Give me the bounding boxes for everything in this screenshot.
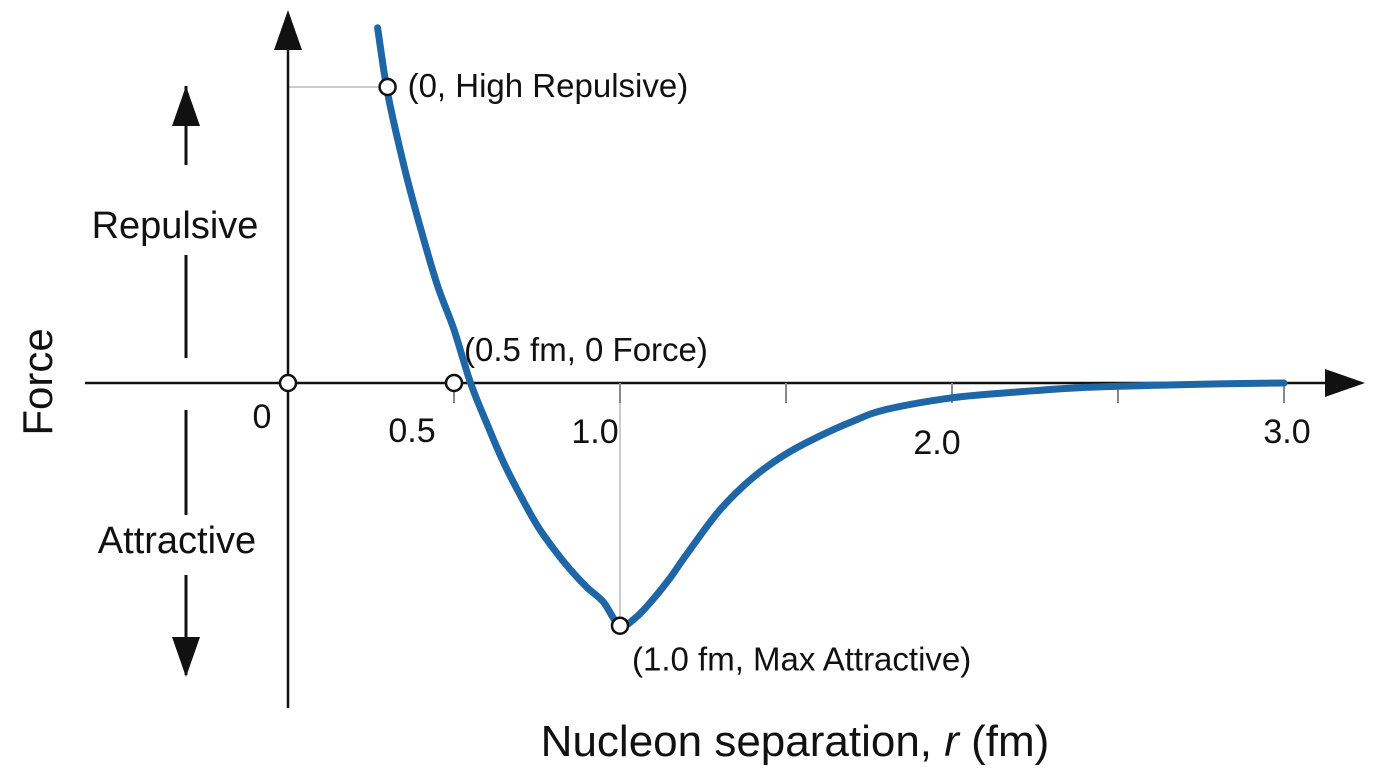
y-axis-label: Force xyxy=(14,328,61,435)
x-tick-label: 3.0 xyxy=(1263,413,1310,451)
attractive-arrowhead-icon xyxy=(172,637,200,677)
point-annotation: (1.0 fm, Max Attractive) xyxy=(632,641,971,678)
repulsive-arrowhead-icon xyxy=(172,86,200,126)
force-curve xyxy=(374,24,1288,630)
x-tick-label: 0 xyxy=(253,398,272,436)
origin-marker xyxy=(278,373,298,393)
x-axis-label-unit: (fm) xyxy=(959,717,1049,766)
x-tick-label: 1.0 xyxy=(571,413,618,451)
x-axis-label-variable: r xyxy=(944,717,961,766)
attractive-label: Attractive xyxy=(98,520,256,562)
point-annotation: (0.5 fm, 0 Force) xyxy=(464,331,708,368)
x-axis-label: Nucleon separation, r (fm) xyxy=(541,717,1050,766)
point-marker xyxy=(444,373,464,393)
repulsive-label: Repulsive xyxy=(92,205,259,247)
point-annotation: (0, High Repulsive) xyxy=(408,67,689,104)
x-tick-label: 0.5 xyxy=(388,412,435,450)
x-tick-label: 2.0 xyxy=(913,424,960,462)
y-axis-arrow-icon xyxy=(274,10,302,50)
point-marker xyxy=(378,77,397,97)
x-axis-label-main: Nucleon separation, xyxy=(541,717,945,766)
point-marker xyxy=(610,616,630,635)
x-axis-arrow-icon xyxy=(1325,369,1365,397)
